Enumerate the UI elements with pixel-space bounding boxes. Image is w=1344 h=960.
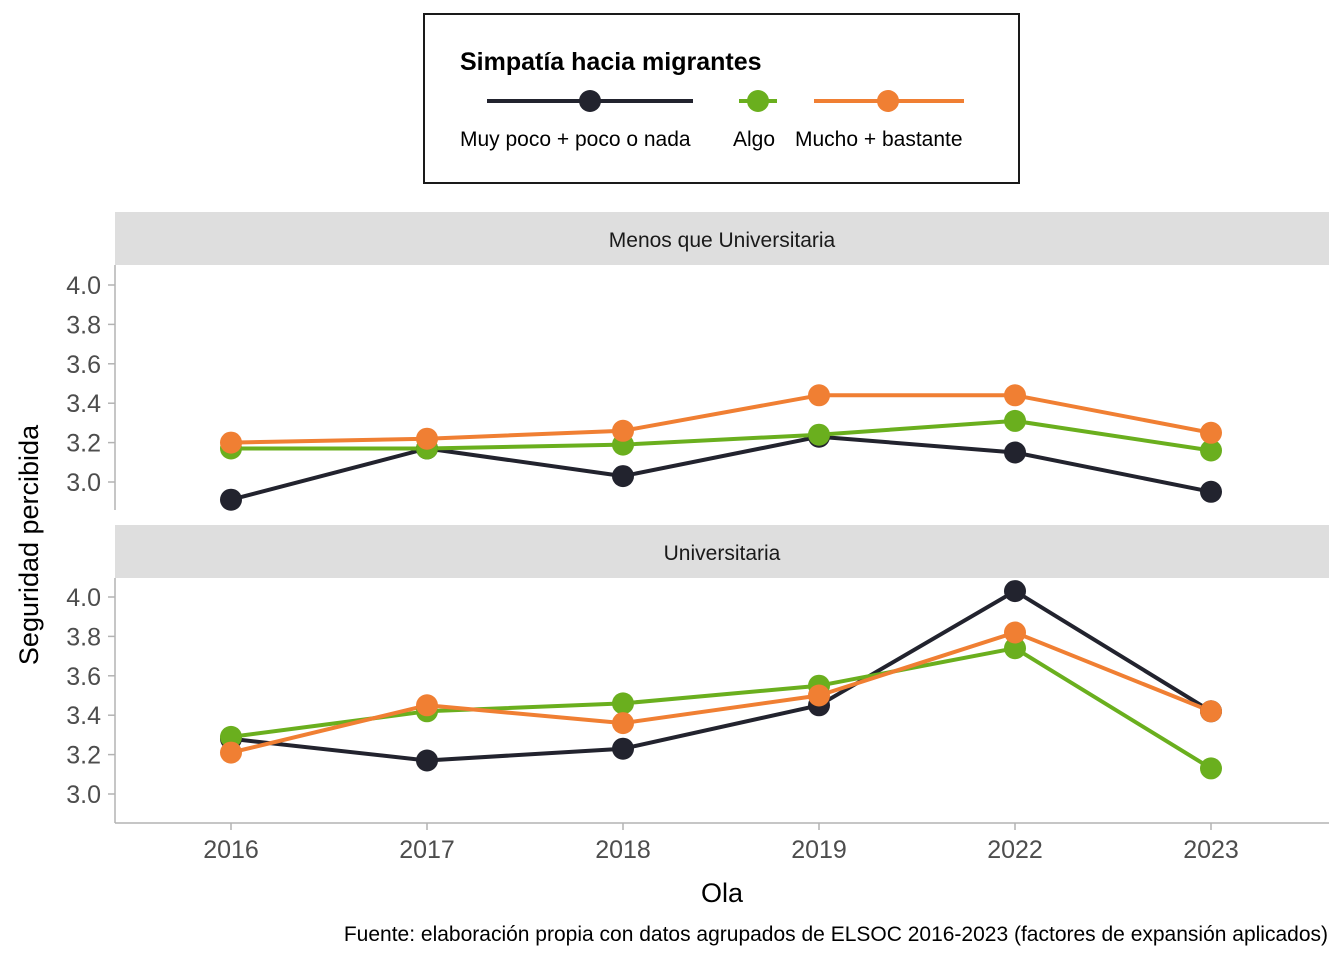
data-point-algo <box>1200 439 1222 462</box>
data-point-mucho-bastante <box>220 431 242 454</box>
facet-panel-menos-que-universitaria: Menos que Universitaria 3.0 3.2 3.4 3.6 3.8 4… <box>66 212 1329 511</box>
legend-label: Mucho + bastante <box>795 128 963 151</box>
facet-strip-label: Universitaria <box>664 542 781 565</box>
y-tick-label: 3.6 <box>66 351 101 379</box>
facet-strip-bg <box>115 525 1329 578</box>
facet-panel-universitaria: Universitaria 3.0 3.2 3.4 3.6 3.8 4.0 <box>66 525 1329 824</box>
y-tick-label: 3.4 <box>66 390 101 418</box>
data-point-algo <box>808 423 830 446</box>
series-line-muy-poco-poco-o-nada <box>230 434 1212 502</box>
data-point-muy-poco-poco-o-nada <box>220 488 242 511</box>
series-line-algo <box>231 418 1212 453</box>
data-point-mucho-bastante <box>416 427 438 450</box>
y-tick-label: 3.2 <box>66 742 101 770</box>
legend-key-point <box>579 90 601 112</box>
data-point-mucho-bastante <box>612 712 634 735</box>
data-point-muy-poco-poco-o-nada <box>1004 580 1026 603</box>
data-point-muy-poco-poco-o-nada <box>416 749 438 772</box>
legend-title: Simpatía hacia migrantes <box>460 48 762 76</box>
series-line-algo <box>230 646 1213 771</box>
data-point-algo <box>1200 757 1222 780</box>
data-point-mucho-bastante <box>1004 621 1026 644</box>
x-tick-label: 2016 <box>203 836 259 864</box>
data-point-muy-poco-poco-o-nada <box>612 737 634 760</box>
facet-strip-label: Menos que Universitaria <box>609 229 836 252</box>
x-tick-label: 2022 <box>987 836 1043 864</box>
y-axis-ticks: 3.0 3.2 3.4 3.6 3.8 4.0 <box>66 584 115 809</box>
x-axis-ticks: 2016 2017 2018 2019 2022 2023 <box>203 823 1239 864</box>
data-point-mucho-bastante <box>1004 384 1026 407</box>
data-point-muy-poco-poco-o-nada <box>612 465 634 488</box>
data-point-algo <box>1004 409 1026 432</box>
legend: Simpatía hacia migrantes Muy poco + poco… <box>423 13 1020 184</box>
y-axis-title: Seguridad percibida <box>14 424 44 665</box>
facet-strip-bg <box>115 212 1329 265</box>
y-tick-label: 4.0 <box>66 272 101 300</box>
x-tick-label: 2023 <box>1183 836 1239 864</box>
data-point-mucho-bastante <box>1200 421 1222 444</box>
series-line-mucho-bastante <box>230 630 1212 755</box>
data-point-mucho-bastante <box>612 419 634 442</box>
y-tick-label: 3.2 <box>66 430 101 458</box>
legend-label: Algo <box>733 128 775 151</box>
y-axis-ticks: 3.0 3.2 3.4 3.6 3.8 4.0 <box>66 272 115 497</box>
y-tick-label: 3.8 <box>66 311 101 339</box>
series-line-mucho-bastante <box>230 393 1212 445</box>
data-point-algo <box>220 725 242 748</box>
x-tick-label: 2018 <box>595 836 651 864</box>
data-point-mucho-bastante <box>416 694 438 717</box>
legend-box <box>423 13 1020 184</box>
data-point-mucho-bastante <box>1200 700 1222 723</box>
legend-key-point <box>747 90 769 112</box>
legend-label: Muy poco + poco o nada <box>460 128 691 151</box>
y-tick-label: 3.0 <box>66 469 101 497</box>
data-point-muy-poco-poco-o-nada <box>1200 480 1222 503</box>
legend-keys: Muy poco + poco o nada Algo Mucho + bastan… <box>460 90 964 151</box>
data-point-muy-poco-poco-o-nada <box>1004 441 1026 464</box>
x-tick-label: 2019 <box>791 836 847 864</box>
data-point-mucho-bastante <box>220 741 242 764</box>
y-tick-label: 3.8 <box>66 623 101 651</box>
series-layer <box>220 384 1222 511</box>
series-layer <box>220 580 1222 780</box>
data-point-mucho-bastante <box>808 384 830 407</box>
data-point-mucho-bastante <box>808 684 830 707</box>
y-tick-label: 3.0 <box>66 781 101 809</box>
data-point-algo <box>612 692 634 715</box>
legend-key-point <box>877 90 899 112</box>
caption: Fuente: elaboración propia con datos agr… <box>344 923 1328 946</box>
series-line-muy-poco-poco-o-nada <box>230 589 1213 763</box>
y-tick-label: 3.4 <box>66 702 101 730</box>
x-tick-label: 2017 <box>399 836 455 864</box>
y-tick-label: 3.6 <box>66 663 101 691</box>
y-tick-label: 4.0 <box>66 584 101 612</box>
x-axis-title: Ola <box>701 878 744 908</box>
data-point-algo <box>1004 637 1026 660</box>
